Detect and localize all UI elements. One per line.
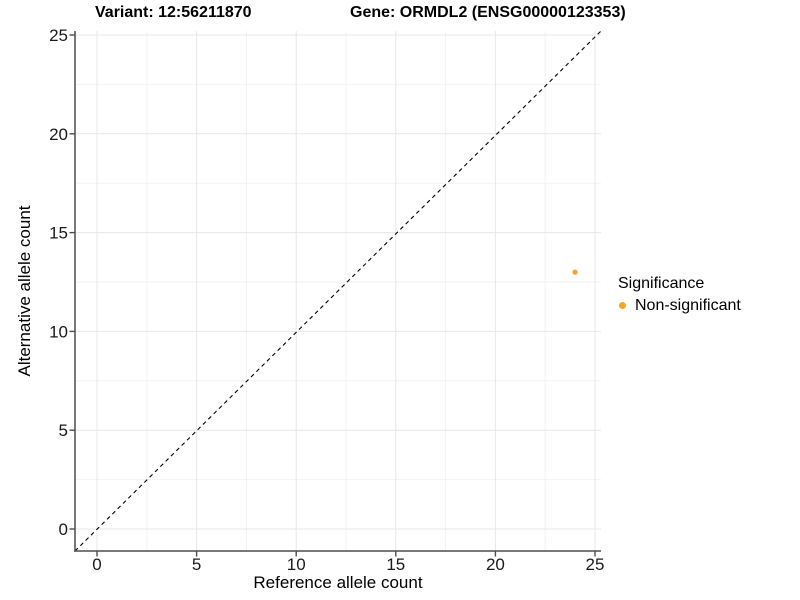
legend-item-label: Non-significant <box>635 297 741 314</box>
x-tick-label: 5 <box>192 555 201 574</box>
y-tick-label: 0 <box>59 520 68 539</box>
legend-item: Non-significant <box>618 296 741 315</box>
x-tick-label: 15 <box>386 555 405 574</box>
y-tick-label: 25 <box>49 26 68 45</box>
legend-title: Significance <box>618 275 705 292</box>
plot-title-gene: Gene: ORMDL2 (ENSG00000123353) <box>350 4 626 21</box>
y-tick-label: 10 <box>49 322 68 341</box>
x-tick-label: 0 <box>92 555 101 574</box>
x-axis-label: Reference allele count <box>253 573 423 592</box>
x-tick-label: 25 <box>586 555 605 574</box>
y-tick-label: 15 <box>49 224 68 243</box>
y-tick-label: 5 <box>59 421 68 440</box>
data-point <box>572 269 578 275</box>
legend-items: Non-significant <box>618 296 741 315</box>
x-tick-label: 20 <box>486 555 505 574</box>
legend: Significance Non-significant <box>618 274 741 315</box>
y-axis-label: Alternative allele count <box>15 205 34 377</box>
x-tick-label: 10 <box>287 555 306 574</box>
legend-point-icon <box>619 302 626 309</box>
plot-title-variant: Variant: 12:56211870 <box>95 4 252 21</box>
y-tick-label: 20 <box>49 125 68 144</box>
identity-line <box>74 30 602 552</box>
